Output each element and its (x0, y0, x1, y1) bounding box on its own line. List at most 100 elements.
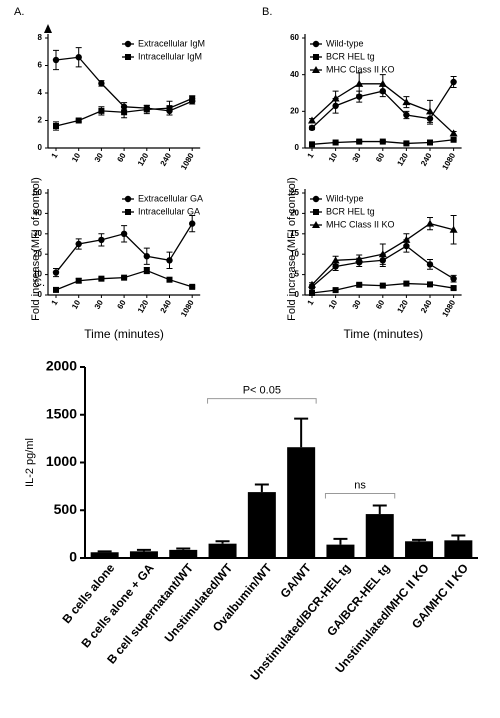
data-point (427, 139, 433, 146)
bracket (324, 492, 396, 499)
data-point (379, 138, 386, 145)
data-point (426, 261, 434, 268)
data-point (450, 275, 457, 282)
error-bar (215, 540, 230, 544)
data-point (378, 250, 387, 258)
error-bar (136, 548, 151, 552)
y-tick-label: 8 (38, 33, 43, 42)
bar (365, 514, 394, 558)
data-point (121, 109, 128, 116)
bar (444, 540, 473, 558)
y-tick-label: 20 (290, 209, 299, 218)
legend-marker (312, 66, 320, 73)
data-point (378, 79, 387, 87)
y-tick-label: 10 (290, 249, 299, 258)
data-point (332, 139, 339, 146)
data-point (379, 282, 386, 289)
arrow-head (44, 24, 52, 33)
legend-marker (125, 209, 131, 215)
data-point (189, 95, 196, 102)
legend-marker (124, 195, 132, 203)
bar (247, 492, 276, 558)
bracket (207, 398, 317, 404)
y-tick-label: 25 (290, 188, 299, 197)
y-tick-label: 5 (295, 270, 300, 279)
data-point (75, 117, 82, 124)
data-point (308, 124, 316, 132)
data-point (426, 107, 434, 115)
error-bar (294, 417, 309, 448)
data-point (356, 138, 363, 145)
data-point (331, 256, 340, 264)
bar (129, 551, 158, 558)
data-point (403, 280, 410, 287)
legend-marker (312, 221, 320, 228)
data-point (309, 289, 315, 296)
data-point (166, 257, 173, 264)
data-point (143, 267, 150, 274)
legend-label: Wild-type (326, 193, 364, 203)
bar (405, 541, 434, 558)
x-tick-label: 60 (115, 298, 128, 311)
legend-marker (313, 209, 319, 215)
data-point (449, 225, 458, 233)
x-tick-label: 10 (327, 151, 340, 164)
x-tick-label: 240 (159, 298, 174, 315)
data-point (98, 80, 105, 87)
y-tick-label: 0 (38, 290, 43, 299)
error-bar (333, 537, 348, 545)
data-point (121, 274, 128, 281)
y-tick-label: 15 (290, 229, 299, 238)
x-tick-label: 30 (93, 298, 106, 311)
x-tick-label: Unstimulated/WT (162, 560, 236, 645)
data-point (189, 220, 196, 227)
bar (90, 552, 119, 558)
legend-marker (312, 40, 320, 48)
y-axis-label: Fold increase (MFI of control) (30, 177, 42, 321)
data-point (355, 255, 364, 263)
data-point (98, 275, 105, 282)
data-point (308, 280, 316, 288)
data-point (75, 240, 82, 248)
y-tick-label: 20 (33, 249, 42, 258)
x-tick-label: 120 (136, 298, 151, 315)
x-tick-label: 10 (70, 151, 83, 164)
y-tick-label: 4 (38, 88, 43, 97)
x-tick-label: GA/WT (277, 560, 314, 600)
y-tick-label: 0 (38, 143, 43, 152)
x-tick-label: 60 (374, 298, 387, 311)
data-point (450, 78, 457, 86)
x-tick-label: 30 (351, 298, 364, 311)
panel-label: C. (34, 277, 45, 289)
annotation: ns (354, 479, 366, 491)
y-tick-label: 1500 (46, 405, 77, 421)
x-tick-label: 120 (136, 151, 151, 168)
x-tick-label: 1 (306, 298, 316, 307)
data-point (189, 283, 196, 290)
y-tick-label: 20 (290, 106, 299, 115)
legend-label: Wild-type (326, 38, 364, 48)
data-point (427, 281, 433, 288)
x-tick-label: 1080 (179, 151, 196, 171)
x-tick-label: 30 (93, 151, 106, 164)
data-point (355, 79, 364, 87)
y-axis-label: Fold increase (MFI of control) (286, 177, 298, 321)
data-point (308, 116, 316, 124)
error-bar (176, 547, 191, 550)
x-tick-label: 1080 (440, 298, 457, 318)
data-point (449, 129, 458, 137)
data-point (143, 106, 150, 113)
x-tick-label: 240 (419, 151, 434, 168)
panel-label: B. (262, 6, 272, 18)
legend-marker (313, 54, 319, 60)
data-point (450, 285, 457, 292)
legend-marker (312, 195, 320, 203)
data-point (403, 111, 410, 119)
x-tick-label: 1080 (440, 151, 457, 171)
legend-label: MHC Class II KO (326, 219, 395, 229)
data-point (166, 276, 173, 283)
y-tick-label: 500 (54, 501, 78, 517)
legend-label: Extracellular GA (138, 193, 203, 203)
data-point (98, 236, 105, 244)
